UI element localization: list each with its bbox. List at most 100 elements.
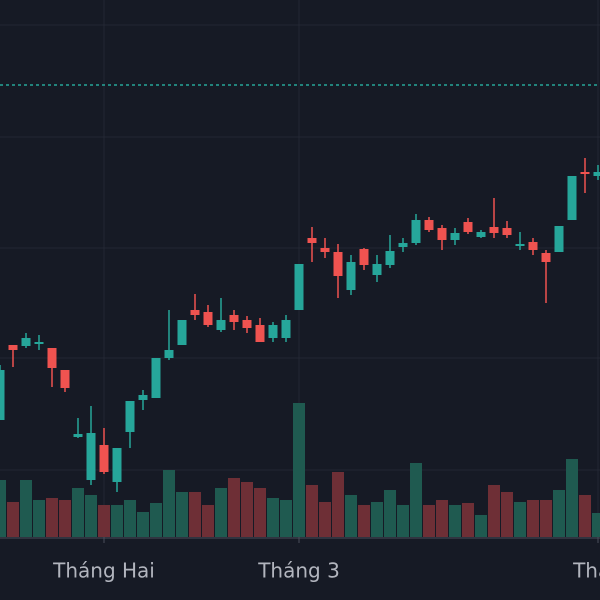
candle-body bbox=[255, 325, 265, 342]
volume-bar bbox=[579, 495, 591, 537]
volume-bar bbox=[488, 485, 500, 537]
candle-body bbox=[437, 228, 447, 240]
candle-body bbox=[151, 358, 161, 398]
volume-bar bbox=[436, 500, 448, 537]
volume-bar bbox=[20, 480, 32, 537]
volume-bar bbox=[553, 490, 565, 537]
candle-body bbox=[528, 242, 538, 250]
candle-body bbox=[489, 227, 499, 233]
candle-body bbox=[515, 244, 525, 246]
x-tick-label: Tháng 3 bbox=[257, 559, 340, 583]
volume-bar bbox=[397, 505, 409, 537]
candle-body bbox=[216, 320, 226, 330]
candle-body bbox=[242, 320, 252, 328]
candle-body bbox=[125, 401, 135, 432]
volume-bar bbox=[46, 498, 58, 537]
candle-body bbox=[203, 312, 213, 325]
candle-body bbox=[73, 434, 83, 437]
volume-bar bbox=[462, 503, 474, 537]
candle-body bbox=[593, 172, 600, 176]
candle-body bbox=[502, 228, 512, 235]
volume-bar bbox=[72, 488, 84, 537]
candle-body bbox=[112, 448, 122, 482]
candle-body bbox=[47, 348, 57, 368]
candle-body bbox=[385, 251, 395, 265]
candle-body bbox=[567, 176, 577, 220]
volume-bar bbox=[176, 492, 188, 537]
horizontal-grid bbox=[0, 24, 600, 471]
volume-bar bbox=[358, 505, 370, 537]
candle-body bbox=[359, 249, 369, 265]
candle-body bbox=[541, 253, 551, 262]
volume-bar bbox=[527, 500, 539, 537]
volume-bar bbox=[371, 502, 383, 537]
candle-body bbox=[268, 325, 278, 338]
volume-bar bbox=[33, 500, 45, 537]
candle-body bbox=[450, 233, 460, 240]
volume-bar bbox=[0, 480, 6, 537]
volume-bar bbox=[98, 505, 110, 537]
volume-bar bbox=[345, 495, 357, 537]
volume-bar bbox=[592, 513, 600, 537]
candle-body bbox=[281, 320, 291, 338]
candle-body bbox=[333, 252, 343, 276]
volume-bar bbox=[254, 488, 266, 537]
volume-bar bbox=[163, 470, 175, 537]
candle-body bbox=[463, 222, 473, 232]
candle-body bbox=[372, 264, 382, 275]
volume-bar bbox=[332, 472, 344, 537]
candle-body bbox=[398, 243, 408, 247]
volume-bar bbox=[384, 490, 396, 537]
candle-body bbox=[34, 342, 44, 344]
x-tick-label: Tháng Hai bbox=[52, 559, 155, 583]
candle-body bbox=[177, 320, 187, 345]
volume-bar bbox=[150, 503, 162, 537]
volume-bar bbox=[423, 505, 435, 537]
volume-bar bbox=[475, 515, 487, 537]
volume-bar bbox=[293, 403, 305, 537]
volume-bar bbox=[137, 512, 149, 537]
candle-body bbox=[476, 232, 486, 237]
volume-bar bbox=[319, 502, 331, 537]
candle-body bbox=[60, 370, 70, 388]
candle-body bbox=[411, 220, 421, 243]
candle-body bbox=[86, 433, 96, 480]
volume-bar bbox=[189, 492, 201, 537]
candle-body bbox=[229, 315, 239, 322]
volume-bar bbox=[449, 505, 461, 537]
volume-bar bbox=[111, 505, 123, 537]
candle-body bbox=[346, 262, 356, 290]
candle-body bbox=[0, 370, 5, 420]
x-tick-label: Thán bbox=[572, 559, 600, 583]
volume-bar bbox=[7, 502, 19, 537]
volume-bar bbox=[306, 485, 318, 537]
candle-body bbox=[8, 345, 18, 350]
candle-body bbox=[554, 226, 564, 252]
candle-body bbox=[21, 338, 31, 346]
volume-bar bbox=[514, 502, 526, 537]
volume-bar bbox=[228, 478, 240, 537]
volume-bar bbox=[202, 505, 214, 537]
volume-bar bbox=[410, 463, 422, 537]
volume-bar bbox=[85, 495, 97, 537]
volume-bar bbox=[540, 500, 552, 537]
candle-body bbox=[138, 395, 148, 400]
candle-body bbox=[320, 248, 330, 252]
volume-bar bbox=[215, 488, 227, 537]
volume-bar bbox=[280, 500, 292, 537]
candle-body bbox=[424, 220, 434, 230]
candle-body bbox=[190, 310, 200, 315]
candle-body bbox=[164, 350, 174, 358]
candle-body bbox=[294, 264, 304, 310]
volume-bar bbox=[241, 482, 253, 537]
volume-bar bbox=[124, 500, 136, 537]
volume-bar bbox=[501, 492, 513, 537]
volume-bar bbox=[566, 459, 578, 537]
volume-bar bbox=[59, 500, 71, 537]
candle-body bbox=[580, 172, 590, 174]
volume-bar bbox=[267, 498, 279, 537]
candle-body bbox=[99, 445, 109, 472]
candle-body bbox=[307, 238, 317, 243]
